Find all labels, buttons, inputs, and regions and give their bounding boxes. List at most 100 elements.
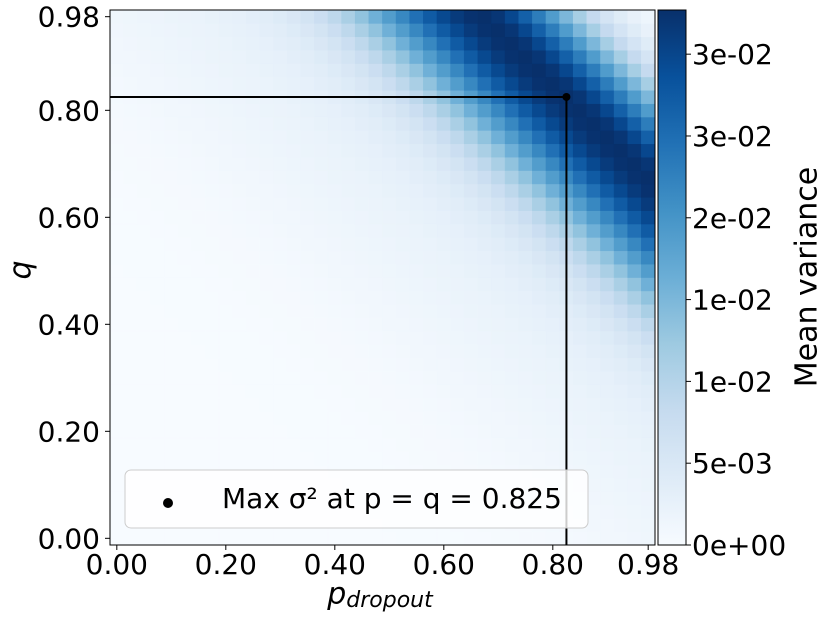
heatmap-cell xyxy=(273,384,288,399)
heatmap-cell xyxy=(491,290,506,305)
heatmap-cell xyxy=(641,303,656,318)
heatmap-cell xyxy=(463,357,479,372)
heatmap-cell xyxy=(586,196,601,211)
heatmap-cell xyxy=(518,384,533,399)
heatmap-cell xyxy=(395,357,411,372)
heatmap-cell xyxy=(395,210,411,225)
heatmap-cell xyxy=(327,130,342,145)
heatmap-cell xyxy=(627,263,642,278)
heatmap-cell xyxy=(641,451,656,466)
heatmap-cell xyxy=(600,156,615,171)
heatmap-cell xyxy=(641,36,656,51)
heatmap-cell xyxy=(150,317,165,332)
heatmap-cell xyxy=(491,143,506,158)
heatmap-cell xyxy=(423,330,438,345)
heatmap-cell xyxy=(545,250,560,265)
heatmap-cell xyxy=(504,170,520,185)
heatmap-cell xyxy=(463,63,479,78)
heatmap-cell xyxy=(463,330,479,345)
heatmap-cell xyxy=(164,23,179,38)
heatmap-cell xyxy=(177,9,193,24)
heatmap-cell xyxy=(504,156,520,171)
heatmap-cell xyxy=(586,344,601,359)
heatmap-cell xyxy=(259,237,274,252)
heatmap-cell xyxy=(491,277,506,292)
colorbar-tick-label: 1e-02 xyxy=(692,365,773,398)
heatmap-cell xyxy=(327,237,342,252)
heatmap-cell xyxy=(232,237,247,252)
heatmap-cell xyxy=(150,223,165,238)
heatmap-cell xyxy=(232,196,247,211)
heatmap-cell xyxy=(341,250,356,265)
heatmap-cell xyxy=(600,103,615,118)
heatmap-cell xyxy=(409,103,424,118)
heatmap-cell xyxy=(613,451,629,466)
heatmap-cell xyxy=(518,210,533,225)
heatmap-cell xyxy=(205,223,220,238)
heatmap-cell xyxy=(600,370,615,385)
heatmap-cell xyxy=(300,451,315,466)
heatmap-cell xyxy=(136,344,152,359)
heatmap-cell xyxy=(300,237,315,252)
heatmap-cell xyxy=(218,130,233,145)
heatmap-cell xyxy=(354,357,370,372)
heatmap-cell xyxy=(559,9,574,24)
heatmap-cell xyxy=(245,290,261,305)
heatmap-cell xyxy=(286,183,302,198)
heatmap-cell xyxy=(191,437,206,452)
heatmap-cell xyxy=(123,9,138,24)
heatmap-cell xyxy=(218,183,233,198)
heatmap-cell xyxy=(382,317,397,332)
heatmap-cell xyxy=(477,170,492,185)
heatmap-cell xyxy=(314,263,329,278)
heatmap-cell xyxy=(477,303,492,318)
heatmap-cell xyxy=(463,223,479,238)
heatmap-cell xyxy=(477,116,492,131)
heatmap-cell xyxy=(613,424,629,439)
heatmap-cell xyxy=(354,76,370,91)
heatmap-cell xyxy=(245,156,261,171)
heatmap-cell xyxy=(423,196,438,211)
heatmap-cell xyxy=(245,250,261,265)
heatmap-cell xyxy=(491,250,506,265)
heatmap-cell xyxy=(245,451,261,466)
heatmap-cell xyxy=(273,183,288,198)
heatmap-cell xyxy=(218,384,233,399)
heatmap-cell xyxy=(504,344,520,359)
heatmap-cell xyxy=(150,116,165,131)
heatmap-cell xyxy=(382,344,397,359)
heatmap-cell xyxy=(477,103,492,118)
heatmap-cell xyxy=(600,63,615,78)
heatmap-cell xyxy=(109,437,124,452)
heatmap-cell xyxy=(245,76,261,91)
heatmap-cell xyxy=(273,317,288,332)
heatmap-cell xyxy=(477,250,492,265)
heatmap-cell xyxy=(286,116,302,131)
heatmap-cell xyxy=(382,357,397,372)
heatmap-cell xyxy=(436,156,451,171)
heatmap-cell xyxy=(245,344,261,359)
heatmap-cell xyxy=(327,170,342,185)
heatmap-cell xyxy=(572,49,588,64)
heatmap-cell xyxy=(545,183,560,198)
heatmap-cell xyxy=(477,263,492,278)
heatmap-cell xyxy=(477,397,492,412)
heatmap-cell xyxy=(259,410,274,425)
heatmap-cell xyxy=(314,531,329,546)
heatmap-cell xyxy=(327,36,342,51)
heatmap-cell xyxy=(491,223,506,238)
heatmap-cell xyxy=(627,277,642,292)
heatmap-cell xyxy=(354,290,370,305)
heatmap-cell xyxy=(532,357,547,372)
heatmap-cell xyxy=(245,49,261,64)
heatmap-cell xyxy=(286,237,302,252)
heatmap-cell xyxy=(504,531,520,546)
heatmap-cell xyxy=(572,451,588,466)
heatmap-cell xyxy=(518,76,533,91)
heatmap-cell xyxy=(600,424,615,439)
heatmap-cell xyxy=(245,263,261,278)
heatmap-cell xyxy=(572,89,588,104)
heatmap-cell xyxy=(627,250,642,265)
heatmap-cell xyxy=(191,223,206,238)
heatmap-cell xyxy=(613,23,629,38)
